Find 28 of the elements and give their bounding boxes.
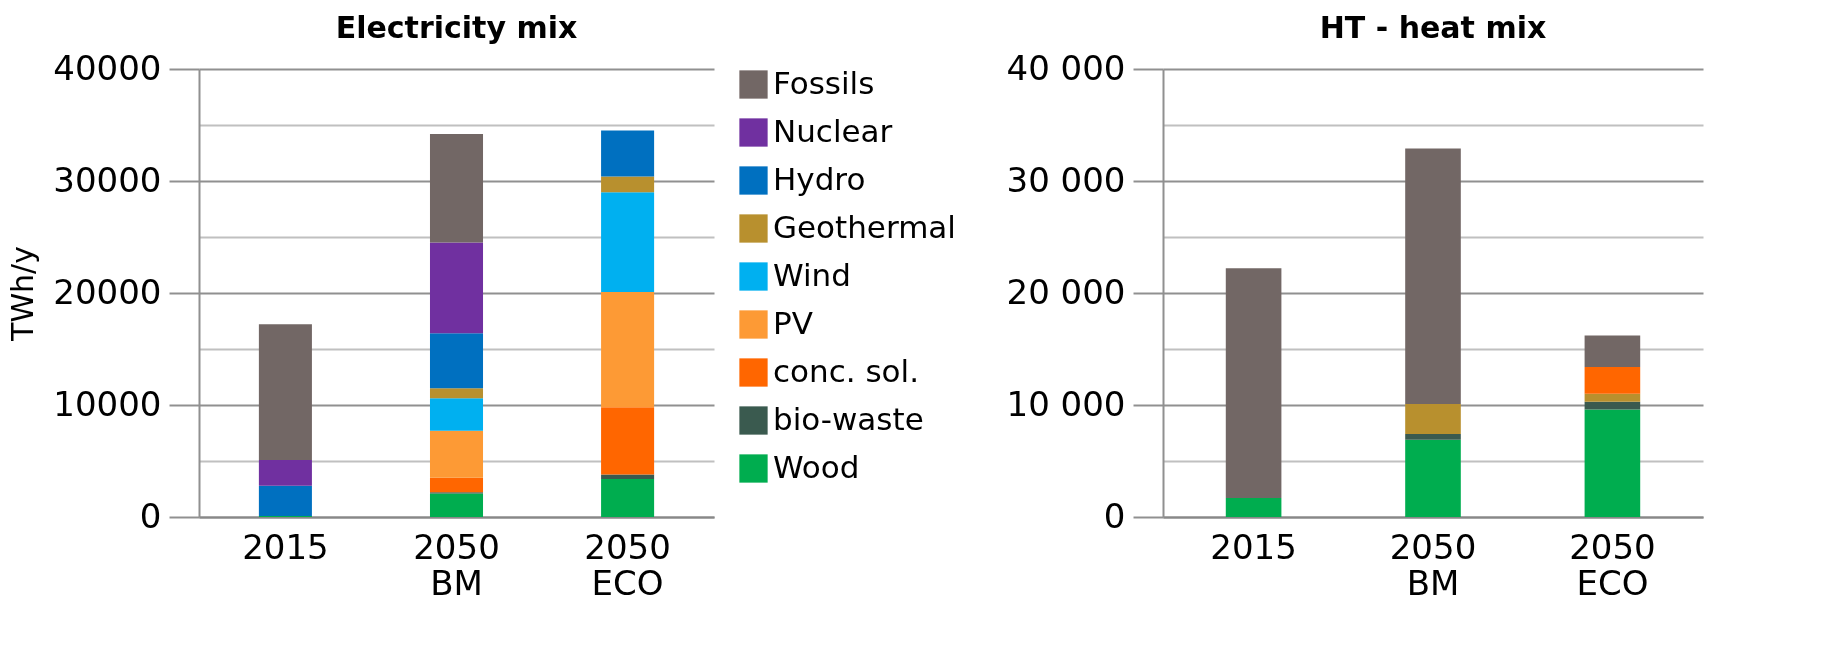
y-tick-label: 20000 (53, 271, 162, 312)
x-tick-label: 2050 BM (1389, 526, 1477, 603)
y-axis-title: TWh/y (5, 246, 41, 342)
x-tick-label: 2015 (242, 526, 329, 567)
y-tick-label: 40 000 (1006, 47, 1126, 88)
x-tick-label: 2050 ECO (1569, 526, 1656, 603)
x-tick-label: 2050 ECO (584, 526, 671, 603)
legend-label: Wind (773, 256, 851, 293)
y-tick-label: 40000 (53, 47, 162, 88)
legend-label: Nuclear (773, 112, 893, 149)
y-tick-label: 30 000 (1006, 159, 1126, 200)
legend-label: Wood (773, 448, 860, 485)
legend-label: bio-waste (773, 400, 924, 437)
y-tick-label: 0 (1103, 495, 1126, 536)
legend-label: Fossils (773, 64, 875, 101)
legend-label: Hydro (773, 160, 866, 197)
legend-label: PV (773, 304, 813, 341)
x-tick-label: 2050 BM (413, 526, 500, 603)
y-tick-label: 10000 (53, 383, 162, 424)
y-tick-label: 30000 (53, 159, 162, 200)
legend-label: Geothermal (773, 208, 956, 245)
y-tick-label: 20 000 (1006, 271, 1126, 312)
y-tick-label: 0 (139, 495, 162, 536)
y-tick-label: 10 000 (1006, 383, 1126, 424)
legend-label: conc. sol. (773, 352, 919, 389)
chart-title: HT - heat mix (1319, 10, 1547, 45)
x-tick-label: 2015 (1210, 526, 1297, 567)
chart-title: Electricity mix (335, 10, 578, 45)
